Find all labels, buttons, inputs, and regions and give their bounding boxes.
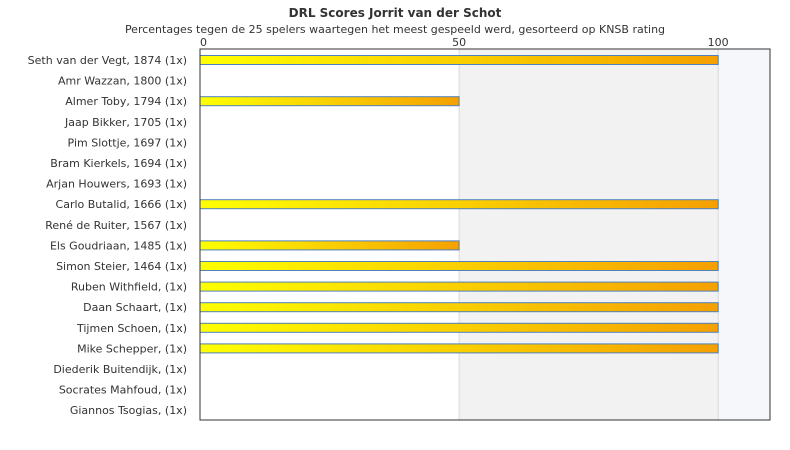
bar	[199, 343, 719, 354]
category-label: Seth van der Vegt, 1874 (1x)	[28, 54, 187, 67]
bar	[199, 199, 719, 210]
category-label: Socrates Mahfoud, (1x)	[59, 384, 187, 397]
category-label: Ruben Withfield, (1x)	[71, 281, 187, 294]
category-label: Almer Toby, 1794 (1x)	[65, 95, 187, 108]
plot-border	[199, 48, 771, 421]
category-label: Diederik Buitendijk, (1x)	[53, 363, 187, 376]
x-tick-label: 0	[200, 36, 207, 49]
bar	[199, 240, 460, 251]
x-tick-label: 100	[708, 36, 729, 49]
category-label: Simon Steier, 1464 (1x)	[56, 260, 187, 273]
bar	[199, 96, 460, 107]
category-label: Tijmen Schoen, (1x)	[76, 322, 187, 335]
chart-title: DRL Scores Jorrit van der Schot	[289, 6, 502, 20]
bar	[199, 55, 719, 65]
category-label: Mike Schepper, (1x)	[77, 342, 187, 355]
category-label: Pim Slottje, 1697 (1x)	[68, 136, 187, 149]
category-label: Bram Kierkels, 1694 (1x)	[50, 157, 187, 170]
shaded-band-100-plus	[718, 49, 770, 420]
bar	[199, 261, 719, 271]
bar	[199, 322, 719, 333]
category-label: Daan Schaart, (1x)	[83, 301, 187, 314]
category-label: Giannos Tsogias, (1x)	[70, 404, 187, 417]
category-label: Amr Wazzan, 1800 (1x)	[58, 75, 187, 88]
x-tick-label: 50	[452, 36, 466, 49]
shaded-band-50-100	[459, 49, 719, 420]
chart-subtitle: Percentages tegen de 25 spelers waartege…	[125, 23, 665, 36]
category-label: René de Ruiter, 1567 (1x)	[45, 219, 187, 232]
plot-area: 0 50 100 Seth van der Vegt, 1874 (1x) Amr Wa…	[28, 36, 771, 421]
category-label: Carlo Butalid, 1666 (1x)	[56, 198, 187, 211]
category-label: Jaap Bikker, 1705 (1x)	[64, 116, 187, 129]
bar	[199, 302, 719, 313]
bar	[199, 281, 719, 292]
category-label: Arjan Houwers, 1693 (1x)	[46, 178, 187, 191]
category-label: Els Goudriaan, 1485 (1x)	[50, 239, 187, 252]
